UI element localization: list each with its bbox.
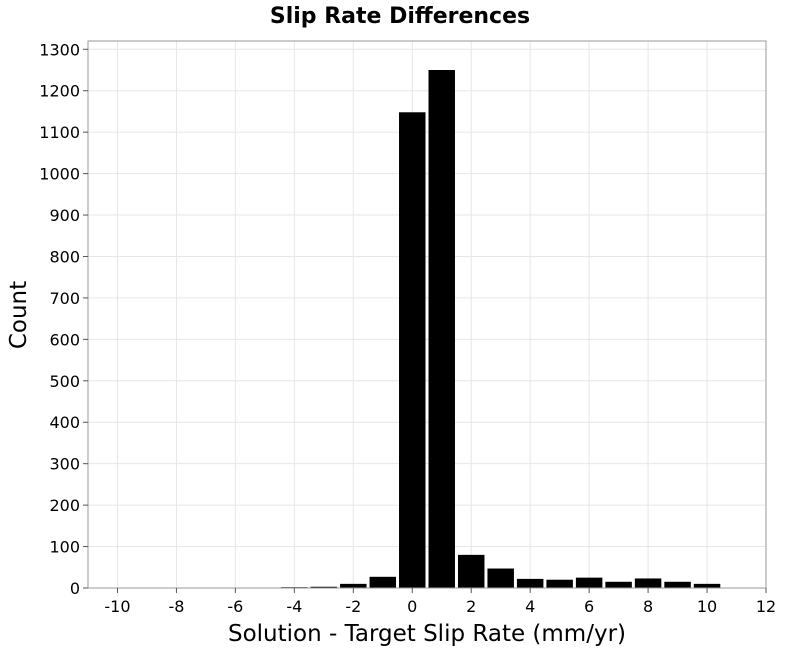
- histogram-bar: [428, 70, 455, 589]
- x-tick-label: 8: [643, 597, 653, 616]
- x-tick-label: -8: [168, 597, 184, 616]
- histogram-bar: [487, 568, 514, 588]
- histogram-bar: [575, 577, 603, 588]
- histogram-bar: [605, 581, 632, 588]
- x-axis-ticks: -10 -8 -6 -4 -2 0 2 4 6 8 10 12: [104, 588, 776, 616]
- histogram-bar: [546, 579, 573, 588]
- y-tick-label: 1100: [39, 123, 80, 142]
- y-tick-label: 300: [49, 455, 80, 474]
- histogram-bar: [340, 583, 367, 588]
- y-axis-label: Count: [6, 281, 32, 349]
- plot-area-frame: [87, 40, 767, 589]
- x-tick-label: -2: [345, 597, 361, 616]
- histogram-bar: [399, 112, 426, 588]
- y-tick-label: 1000: [39, 165, 80, 184]
- x-axis-label: Solution - Target Slip Rate (mm/yr): [228, 621, 626, 647]
- y-tick-label: 400: [49, 413, 80, 432]
- x-tick-label: 6: [584, 597, 594, 616]
- histogram-bar: [369, 576, 397, 588]
- bars: [281, 70, 721, 589]
- x-tick-label: 2: [466, 597, 476, 616]
- chart-title: Slip Rate Differences: [270, 4, 530, 29]
- y-tick-label: 1200: [39, 82, 80, 101]
- histogram-bar: [634, 578, 662, 588]
- y-tick-label: 200: [49, 496, 80, 515]
- histogram-bar: [516, 578, 544, 588]
- x-tick-label: 4: [525, 597, 535, 616]
- y-axis-ticks: 0 100 200 300 400 500 600 700 800 900 1000 1100 1200…: [39, 40, 88, 598]
- histogram-bar: [310, 586, 338, 588]
- x-tick-label: -6: [227, 597, 243, 616]
- y-tick-label: 1300: [39, 40, 80, 59]
- x-tick-label: 10: [697, 597, 717, 616]
- y-tick-label: 600: [49, 330, 80, 349]
- histogram-bar: [457, 554, 485, 588]
- x-tick-label: 0: [407, 597, 417, 616]
- y-tick-label: 100: [49, 538, 80, 557]
- histogram-bar: [693, 583, 721, 588]
- y-tick-label: 0: [70, 579, 80, 598]
- x-tick-label: -4: [286, 597, 302, 616]
- histogram-bar: [664, 581, 691, 588]
- y-tick-label: 900: [49, 206, 80, 225]
- y-tick-label: 800: [49, 247, 80, 266]
- y-tick-label: 700: [49, 289, 80, 308]
- y-tick-label: 500: [49, 372, 80, 391]
- x-tick-label: 12: [756, 597, 776, 616]
- grid-lines: [88, 41, 767, 589]
- x-tick-label: -10: [104, 597, 130, 616]
